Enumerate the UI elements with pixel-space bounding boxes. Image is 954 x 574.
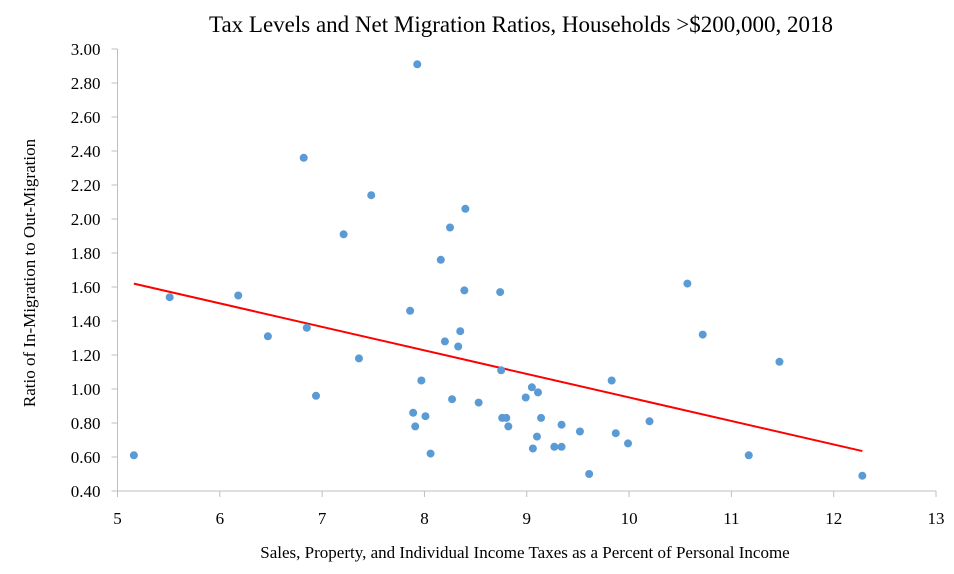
data-point: [585, 470, 594, 478]
x-tick-label: 6: [216, 509, 225, 528]
y-tick-label: 2.40: [71, 142, 101, 161]
data-point: [165, 293, 174, 302]
data-point: [302, 323, 311, 332]
x-tick-label: 8: [420, 509, 429, 528]
y-tick-label: 2.00: [71, 210, 101, 229]
y-tick-label: 0.40: [71, 482, 101, 501]
x-axis: 5 6 7 8 9 10 11 12 13: [111, 490, 945, 528]
data-point: [311, 391, 320, 400]
y-tick-label: 1.60: [71, 278, 101, 297]
data-point: [448, 395, 457, 404]
data-point: [532, 432, 541, 441]
data-point: [521, 393, 530, 402]
data-point: [611, 429, 620, 438]
data-point: [502, 413, 511, 422]
y-tick-label: 2.60: [71, 108, 101, 127]
y-axis-label: Ratio of In-Migration to Out-Migration: [20, 138, 39, 407]
trendline-group: [133, 282, 863, 453]
x-tick-label: 5: [113, 509, 122, 528]
data-point: [339, 230, 348, 239]
data-point: [461, 204, 470, 213]
y-tick-label: 1.00: [71, 380, 101, 399]
y-tick-label: 1.20: [71, 346, 101, 365]
data-point: [775, 357, 784, 366]
data-point: [406, 306, 415, 315]
x-tick-label: 10: [621, 509, 638, 528]
y-tick-label: 2.80: [71, 74, 101, 93]
data-point: [744, 451, 753, 460]
data-point: [557, 442, 566, 451]
y-tick-label: 1.40: [71, 312, 101, 331]
data-point: [446, 223, 455, 232]
data-point: [436, 255, 445, 264]
y-tick-label: 0.60: [71, 448, 101, 467]
data-point: [683, 279, 692, 288]
chart-title: Tax Levels and Net Migration Ratios, Hou…: [209, 12, 833, 37]
x-axis-label: Sales, Property, and Individual Income T…: [260, 543, 789, 562]
data-point: [575, 427, 584, 436]
data-point: [440, 337, 449, 346]
data-point: [234, 291, 243, 300]
data-point: [417, 376, 426, 385]
x-tick-label: 9: [523, 509, 532, 528]
data-point: [409, 408, 418, 417]
data-point: [550, 442, 559, 451]
y-tick-label: 1.80: [71, 244, 101, 263]
x-tick-label: 11: [723, 509, 739, 528]
data-point: [456, 327, 465, 336]
data-points: [129, 60, 867, 480]
data-point: [624, 439, 633, 448]
data-point: [645, 417, 654, 426]
x-tick-label: 7: [318, 509, 327, 528]
data-point: [527, 383, 536, 392]
x-tick-label: 13: [928, 509, 945, 528]
data-point: [607, 376, 616, 385]
data-point: [454, 342, 463, 351]
data-point: [299, 153, 308, 162]
data-point: [367, 191, 376, 200]
data-point: [129, 451, 138, 460]
data-point: [411, 422, 420, 431]
data-point: [421, 412, 430, 421]
y-tick-label: 3.00: [71, 40, 101, 59]
data-point: [528, 444, 537, 453]
data-point: [497, 366, 506, 375]
data-point: [413, 60, 422, 69]
data-point: [504, 422, 513, 431]
x-tick-label: 12: [825, 509, 842, 528]
data-point: [460, 286, 469, 295]
y-tick-label: 2.20: [71, 176, 101, 195]
trendline: [133, 282, 863, 453]
data-point: [557, 420, 566, 429]
data-point: [858, 471, 867, 480]
data-point: [474, 398, 483, 407]
data-point: [534, 388, 543, 397]
data-point: [698, 330, 707, 339]
data-point: [354, 354, 363, 363]
data-point: [426, 449, 435, 458]
y-tick-label: 0.80: [71, 414, 101, 433]
data-point: [537, 413, 546, 422]
data-point: [263, 332, 272, 341]
y-axis: 0.40 0.60 0.80 1.00 1.20 1.40 1.60 1.80 2.00 2.20…: [71, 40, 118, 501]
data-point: [496, 288, 505, 297]
